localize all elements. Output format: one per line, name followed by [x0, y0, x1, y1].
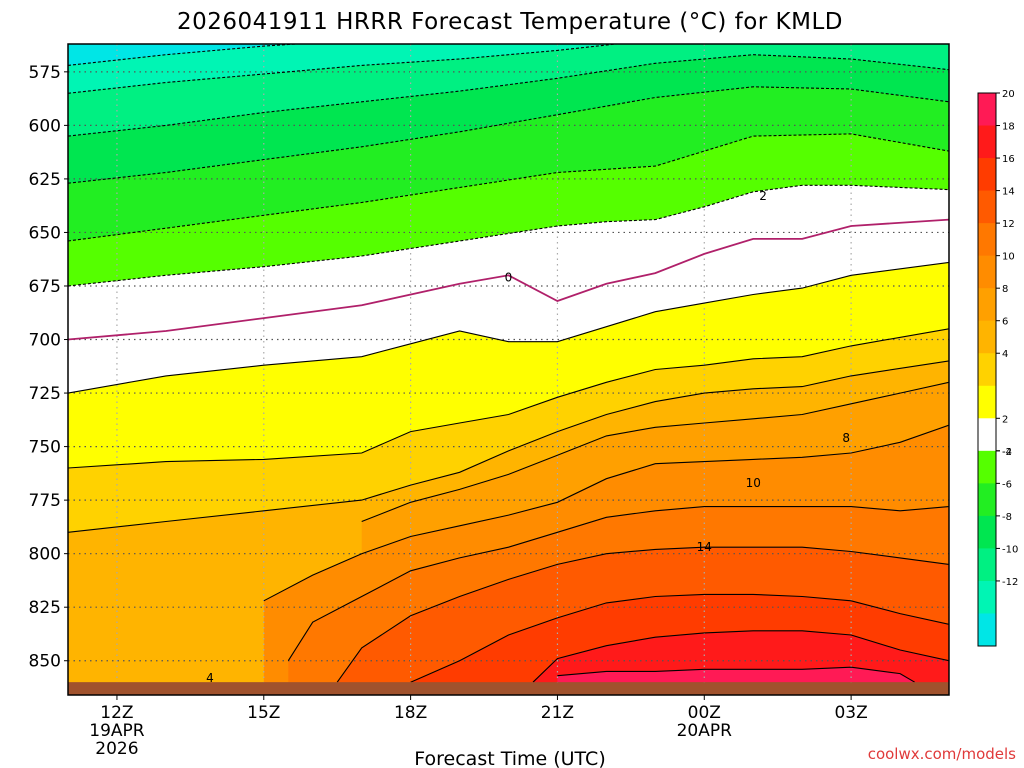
chart-title: 2026041911 HRRR Forecast Temperature (°C…	[177, 9, 843, 35]
y-tick-label-600: 600	[29, 116, 61, 136]
contour-10	[263, 424, 949, 602]
colorbar-tick-label-10: 10	[1002, 252, 1015, 263]
colorbar-band--2	[978, 418, 996, 452]
contour-label-0: 0	[505, 270, 513, 284]
y-tick-label-700: 700	[29, 331, 61, 351]
ground-surface	[68, 682, 949, 695]
colorbar-tick-label--2: -2	[1002, 447, 1012, 458]
colorbar-tick-label-14: 14	[1002, 187, 1015, 198]
x-axis-label: Forecast Time (UTC)	[414, 748, 605, 768]
colorbar-tick-label-16: 16	[1002, 154, 1015, 165]
x-tick-label-20APR: 20APR	[677, 721, 733, 741]
colorbar-tick-label-6: 6	[1002, 317, 1008, 328]
y-tick-label-800: 800	[29, 545, 61, 565]
colorbar-band-4	[978, 353, 996, 387]
x-tick-label-2026: 2026	[95, 739, 138, 759]
contour-14	[336, 546, 949, 683]
contour-20	[557, 666, 915, 683]
x-tick-label-00Z: 00Z	[688, 703, 721, 723]
colorbar-band-14	[978, 190, 996, 224]
y-tick-label-775: 775	[29, 491, 61, 511]
contour-label-14: 14	[697, 540, 712, 554]
contour--10	[68, 44, 949, 94]
y-tick-label-675: 675	[29, 277, 61, 297]
x-tick-label-21Z: 21Z	[541, 703, 574, 723]
contour--4	[68, 133, 949, 242]
colorbar-tick-label-4: 4	[1002, 349, 1008, 360]
colorbar-band-6	[978, 320, 996, 354]
contour-label-4: 4	[206, 671, 214, 685]
colorbar-band-20	[978, 93, 996, 127]
contour-labels: 0 2 4 8 10 14	[206, 189, 850, 685]
contour-2	[68, 261, 949, 394]
y-tick-label-825: 825	[29, 598, 61, 618]
colorbar-band--12	[978, 580, 996, 614]
x-tick-label-03Z: 03Z	[834, 703, 867, 723]
colorbar-band-10	[978, 255, 996, 289]
contour--8	[68, 54, 949, 137]
contour--6	[68, 86, 949, 184]
contour-8	[361, 381, 949, 523]
temperature-fill-bands	[68, 44, 949, 695]
colorbar-tick-label--6: -6	[1002, 479, 1012, 490]
y-tick-label-575: 575	[29, 63, 61, 83]
colorbar-band-8	[978, 288, 996, 322]
y-tick-label-725: 725	[29, 384, 61, 404]
credit-link[interactable]: coolwx.com/models	[868, 745, 1016, 763]
x-tick-label-15Z: 15Z	[247, 703, 280, 723]
x-tick-label-19APR: 19APR	[89, 721, 145, 741]
contour-label-10: 10	[746, 476, 761, 490]
contour-6	[68, 360, 949, 533]
colorbar-band--10	[978, 548, 996, 582]
colorbar-band-12	[978, 223, 996, 257]
y-tick-label-850: 850	[29, 652, 61, 672]
colorbar-tick-label--10: -10	[1002, 544, 1018, 555]
contour-16	[410, 593, 949, 683]
colorbar-frame	[977, 92, 997, 647]
contour-label-2: 2	[759, 189, 767, 203]
colorbar-tick-label-8: 8	[1002, 284, 1008, 295]
contour--12	[68, 44, 305, 66]
colorbar-band--14	[978, 613, 996, 647]
colorbar-band-2	[978, 385, 996, 419]
plot-frame	[67, 43, 950, 696]
colorbar-legend: 20 18 16 14 12 10 8 6 4 2 -2-4 -6 -8 -10 -12	[977, 89, 1018, 647]
colorbar-band--6	[978, 483, 996, 517]
contour-18	[532, 630, 949, 683]
x-tick-label-18Z: 18Z	[394, 703, 427, 723]
y-tick-label-750: 750	[29, 438, 61, 458]
contour-label-8: 8	[842, 431, 850, 445]
contour-4	[68, 328, 949, 469]
colorbar-band-18	[978, 125, 996, 159]
contour--2	[68, 184, 949, 287]
contour-lines	[68, 44, 949, 683]
colorbar-band--8	[978, 515, 996, 549]
colorbar-tick-label-20: 20	[1002, 89, 1015, 100]
colorbar-band-16	[978, 158, 996, 192]
y-axis-pressure: 575 600 625 650 675 700 725 750 775 800 825 850	[29, 63, 68, 672]
contour-0	[68, 218, 949, 341]
colorbar-band--4	[978, 450, 996, 484]
contour-12	[287, 506, 949, 661]
colorbar-tick-label-18: 18	[1002, 122, 1015, 133]
gridlines	[68, 44, 949, 695]
colorbar-tick-label-2: 2	[1002, 414, 1008, 425]
colorbar-tick-label--8: -8	[1002, 512, 1012, 523]
colorbar-tick-label-12: 12	[1002, 219, 1015, 230]
y-tick-label-650: 650	[29, 223, 61, 243]
colorbar-tick-label--12: -12	[1002, 577, 1018, 588]
colorbar-tick-label--4: -4	[1002, 447, 1012, 458]
x-tick-label-12Z: 12Z	[100, 703, 133, 723]
y-tick-label-625: 625	[29, 170, 61, 190]
